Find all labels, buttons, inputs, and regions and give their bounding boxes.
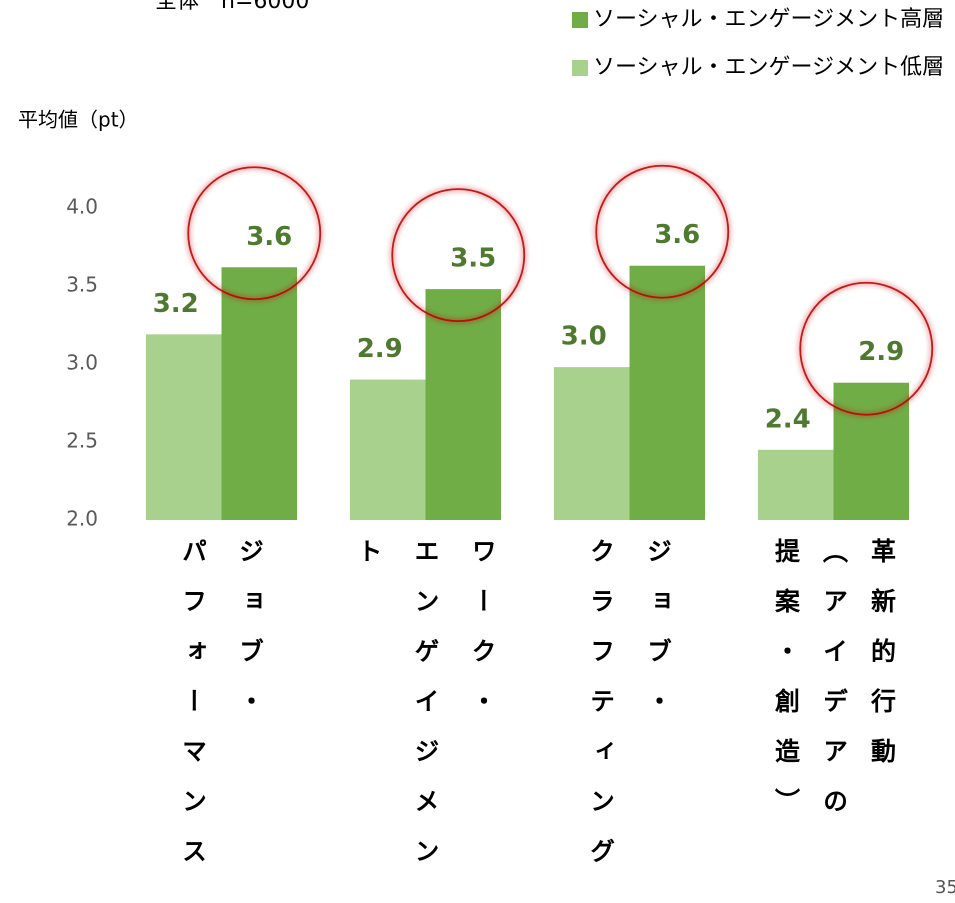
value-label: 3.6: [246, 222, 292, 252]
x-tick-label: ジョブ・ クラフティング: [586, 538, 673, 888]
highlight-circle: [799, 281, 934, 416]
legend-swatch: [572, 12, 588, 28]
bar: [425, 289, 501, 520]
highlight-circle: [391, 188, 526, 323]
x-tick-label: ワーク・ エンゲイジメント: [354, 538, 497, 888]
highlight-circle: [595, 164, 730, 299]
y-tick-label: 3.0: [66, 351, 98, 375]
y-axis-label: 平均値（pt）: [18, 108, 139, 132]
bar: [554, 367, 630, 520]
bar: [146, 334, 222, 520]
legend-label: ソーシャル・エンゲージメント低層: [593, 55, 944, 80]
legend-label: ソーシャル・エンゲージメント高層: [593, 7, 944, 32]
bar: [221, 267, 297, 520]
y-tick-label: 3.5: [66, 273, 98, 297]
value-label: 3.0: [561, 322, 607, 352]
value-label: 3.5: [450, 244, 496, 274]
value-label: 2.9: [858, 337, 904, 367]
value-label: 3.6: [654, 220, 700, 250]
bar: [350, 379, 426, 520]
page-number: 35: [935, 877, 955, 898]
x-tick-label: ジョブ・ パフォーマンス: [178, 538, 265, 888]
x-tick-label: 革新的行動 （アイデアの 提案・創造）: [771, 538, 897, 838]
subtitle: 全体 n=6000: [155, 0, 309, 14]
y-tick-label: 4.0: [66, 195, 98, 219]
y-tick-label: 2.0: [66, 507, 98, 531]
value-label: 2.4: [765, 404, 811, 434]
bar: [629, 265, 705, 520]
y-tick-label: 2.5: [66, 429, 98, 453]
value-label: 2.9: [357, 334, 403, 364]
bar: [758, 449, 834, 520]
bar: [833, 382, 909, 520]
value-label: 3.2: [153, 289, 199, 319]
legend-swatch: [572, 60, 588, 76]
highlight-circle: [187, 166, 322, 301]
